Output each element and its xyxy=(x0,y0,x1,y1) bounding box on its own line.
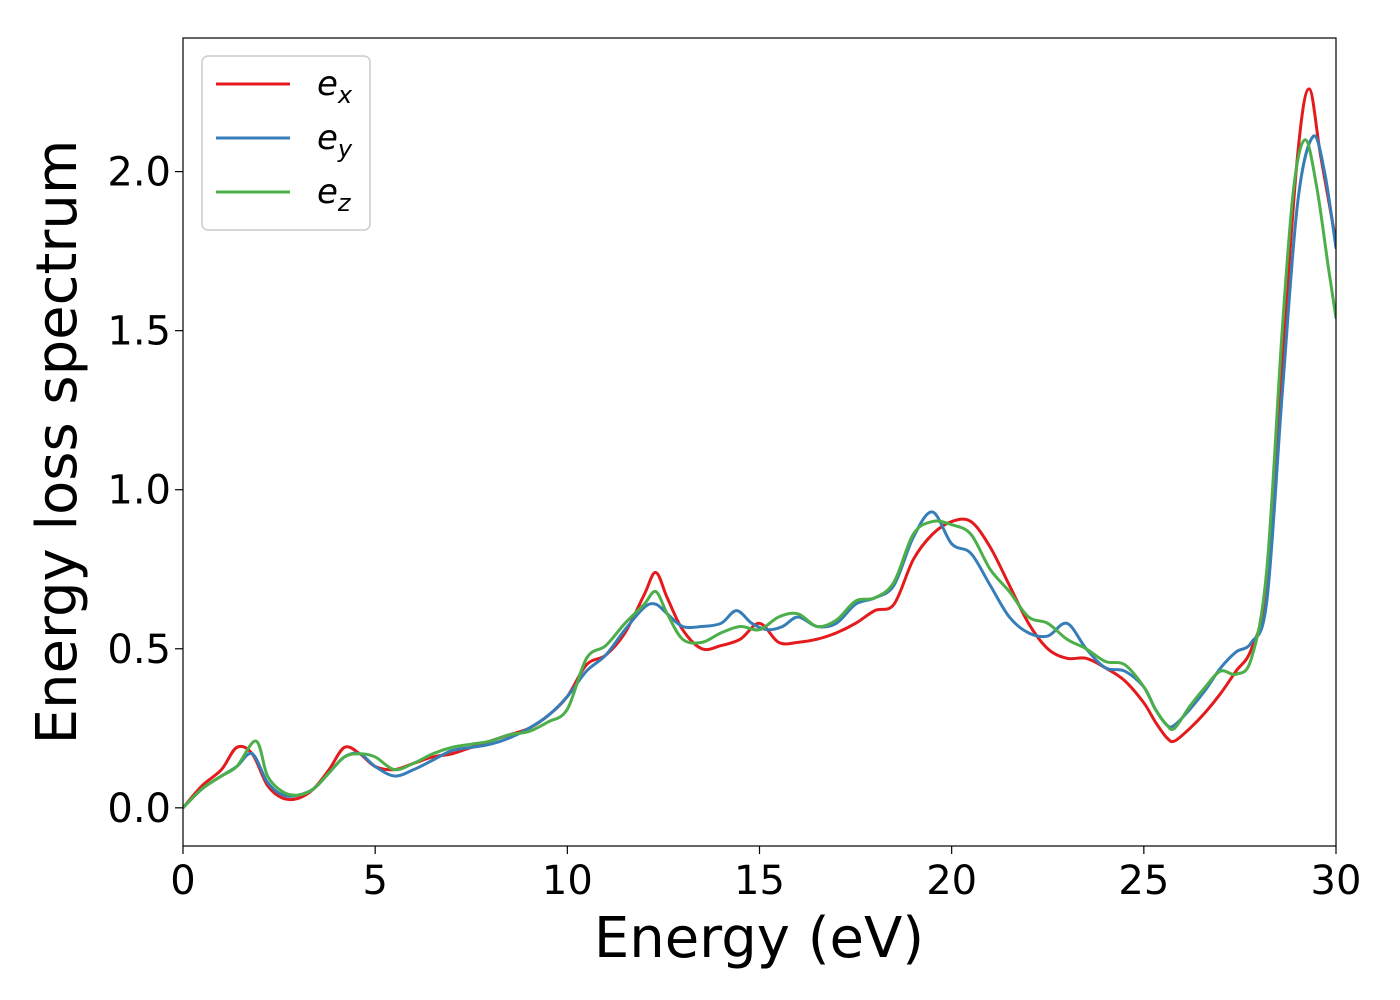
x-axis-title: Energy (eV) xyxy=(594,906,924,971)
y-tick-label: 1.0 xyxy=(107,468,171,514)
y-axis-ticks: 0.0 0.5 1.0 1.5 2.0 xyxy=(107,150,183,832)
legend-items: ex ey ez xyxy=(216,64,353,217)
x-tick-label: 30 xyxy=(1311,858,1362,904)
y-tick-label: 1.5 xyxy=(107,309,171,355)
x-tick-label: 5 xyxy=(362,858,387,904)
x-tick-label: 10 xyxy=(542,858,593,904)
legend-box xyxy=(201,55,371,231)
series-line-z xyxy=(183,138,1336,810)
x-tick-label: 25 xyxy=(1118,858,1169,904)
x-tick-label: 0 xyxy=(170,858,195,904)
x-axis-ticks: 0 5 10 15 20 25 30 xyxy=(170,846,1361,904)
legend: ex ey ez xyxy=(201,55,371,231)
series-layer xyxy=(183,87,1336,810)
legend-label-y: ey xyxy=(317,118,353,163)
legend-label-z: ez xyxy=(317,172,352,217)
x-tick-label: 15 xyxy=(734,858,785,904)
y-axis-title: Energy loss spectrum xyxy=(25,140,90,745)
series-line-y xyxy=(183,134,1336,810)
y-tick-label: 0.0 xyxy=(107,786,171,832)
y-tick-label: 2.0 xyxy=(107,150,171,196)
legend-label-x: ex xyxy=(317,64,353,109)
x-tick-label: 20 xyxy=(926,858,977,904)
y-tick-label: 0.5 xyxy=(107,627,171,673)
